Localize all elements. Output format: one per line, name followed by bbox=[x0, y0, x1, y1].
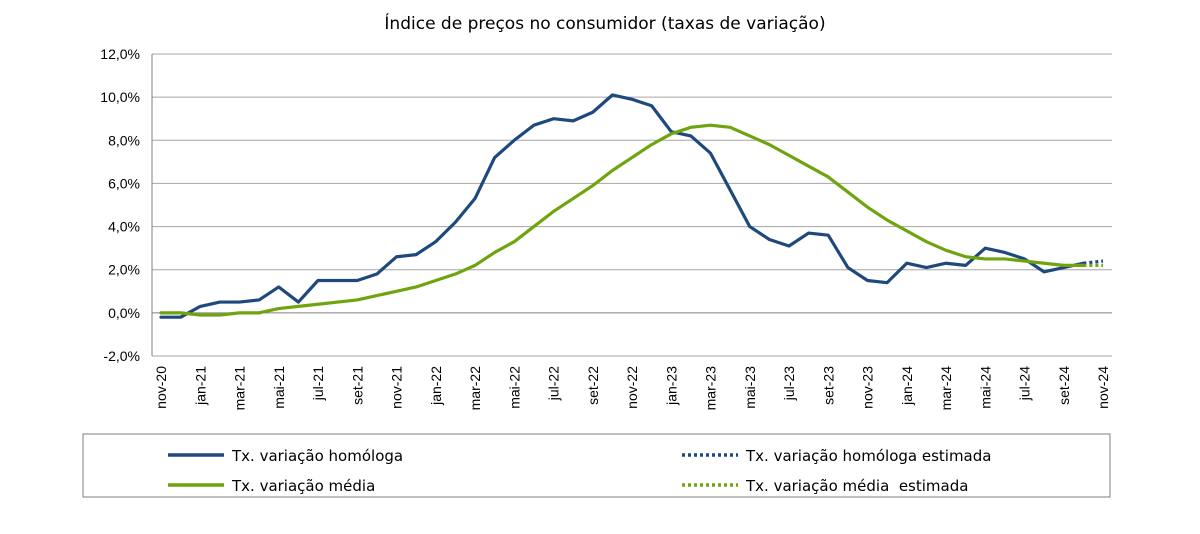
x-tick-label: nov-22 bbox=[624, 366, 640, 409]
legend-label-homologa-estimada: Tx. variação homóloga estimada bbox=[745, 447, 991, 465]
x-tick-label: jul-23 bbox=[781, 366, 797, 401]
x-tick-label: mar-22 bbox=[467, 366, 483, 411]
y-tick-label: 2,0% bbox=[108, 262, 140, 278]
x-tick-label: set-22 bbox=[585, 366, 601, 405]
series-line-0 bbox=[159, 93, 1085, 319]
x-tick-label: jan-24 bbox=[899, 366, 915, 406]
y-tick-label: 12,0% bbox=[100, 46, 140, 62]
x-tick-label: jul-24 bbox=[1017, 366, 1033, 401]
y-axis-ticks: -2,0% 0,0% 2,0% 4,0% 6,0% 8,0% 10,0% 12,0% bbox=[100, 46, 140, 364]
x-tick-label: jul-21 bbox=[310, 366, 326, 401]
x-tick-label: set-23 bbox=[820, 366, 836, 405]
x-tick-label: mai-22 bbox=[506, 366, 522, 409]
gridlines bbox=[151, 53, 1112, 357]
legend-label-media: Tx. variação média bbox=[231, 477, 375, 495]
y-tick-label: 10,0% bbox=[100, 89, 140, 105]
x-tick-label: mar-23 bbox=[703, 366, 719, 411]
legend-box bbox=[82, 433, 1111, 498]
x-tick-label: mai-21 bbox=[271, 366, 287, 409]
x-tick-label: jan-22 bbox=[428, 366, 444, 406]
legend-label-media-estimada: Tx. variação média estimada bbox=[745, 477, 968, 495]
legend-label-homologa: Tx. variação homóloga bbox=[231, 447, 403, 465]
x-axis-ticks: nov-20 jan-21 mar-21 mai-21 jul-21 set-21 nov-… bbox=[153, 366, 1111, 411]
chart-title: Índice de preços no consumidor (taxas de… bbox=[384, 12, 825, 34]
x-tick-label: jul-22 bbox=[546, 366, 562, 401]
x-tick-label: jan-21 bbox=[192, 366, 208, 406]
x-tick-label: set-21 bbox=[349, 366, 365, 405]
y-tick-label: 0,0% bbox=[108, 305, 140, 321]
series-lines bbox=[159, 93, 1104, 319]
x-tick-label: nov-24 bbox=[1095, 366, 1111, 409]
x-tick-label: mar-21 bbox=[232, 366, 248, 411]
y-tick-label: -2,0% bbox=[103, 348, 140, 364]
x-tick-label: set-24 bbox=[1056, 366, 1072, 405]
x-tick-label: mai-24 bbox=[977, 366, 993, 409]
y-tick-label: 6,0% bbox=[108, 175, 140, 191]
x-tick-label: jan-23 bbox=[663, 366, 679, 406]
x-tick-label: nov-23 bbox=[860, 366, 876, 409]
series-line-1 bbox=[1083, 259, 1104, 265]
legend: Tx. variação homóloga Tx. variação homól… bbox=[82, 433, 1111, 498]
x-tick-label: nov-20 bbox=[153, 366, 169, 409]
y-tick-label: 8,0% bbox=[108, 132, 140, 148]
x-tick-label: nov-21 bbox=[389, 366, 405, 409]
series-line-2 bbox=[159, 123, 1085, 317]
x-tick-label: mar-24 bbox=[938, 366, 954, 411]
x-tick-label: mai-23 bbox=[742, 366, 758, 409]
y-tick-label: 4,0% bbox=[108, 219, 140, 235]
